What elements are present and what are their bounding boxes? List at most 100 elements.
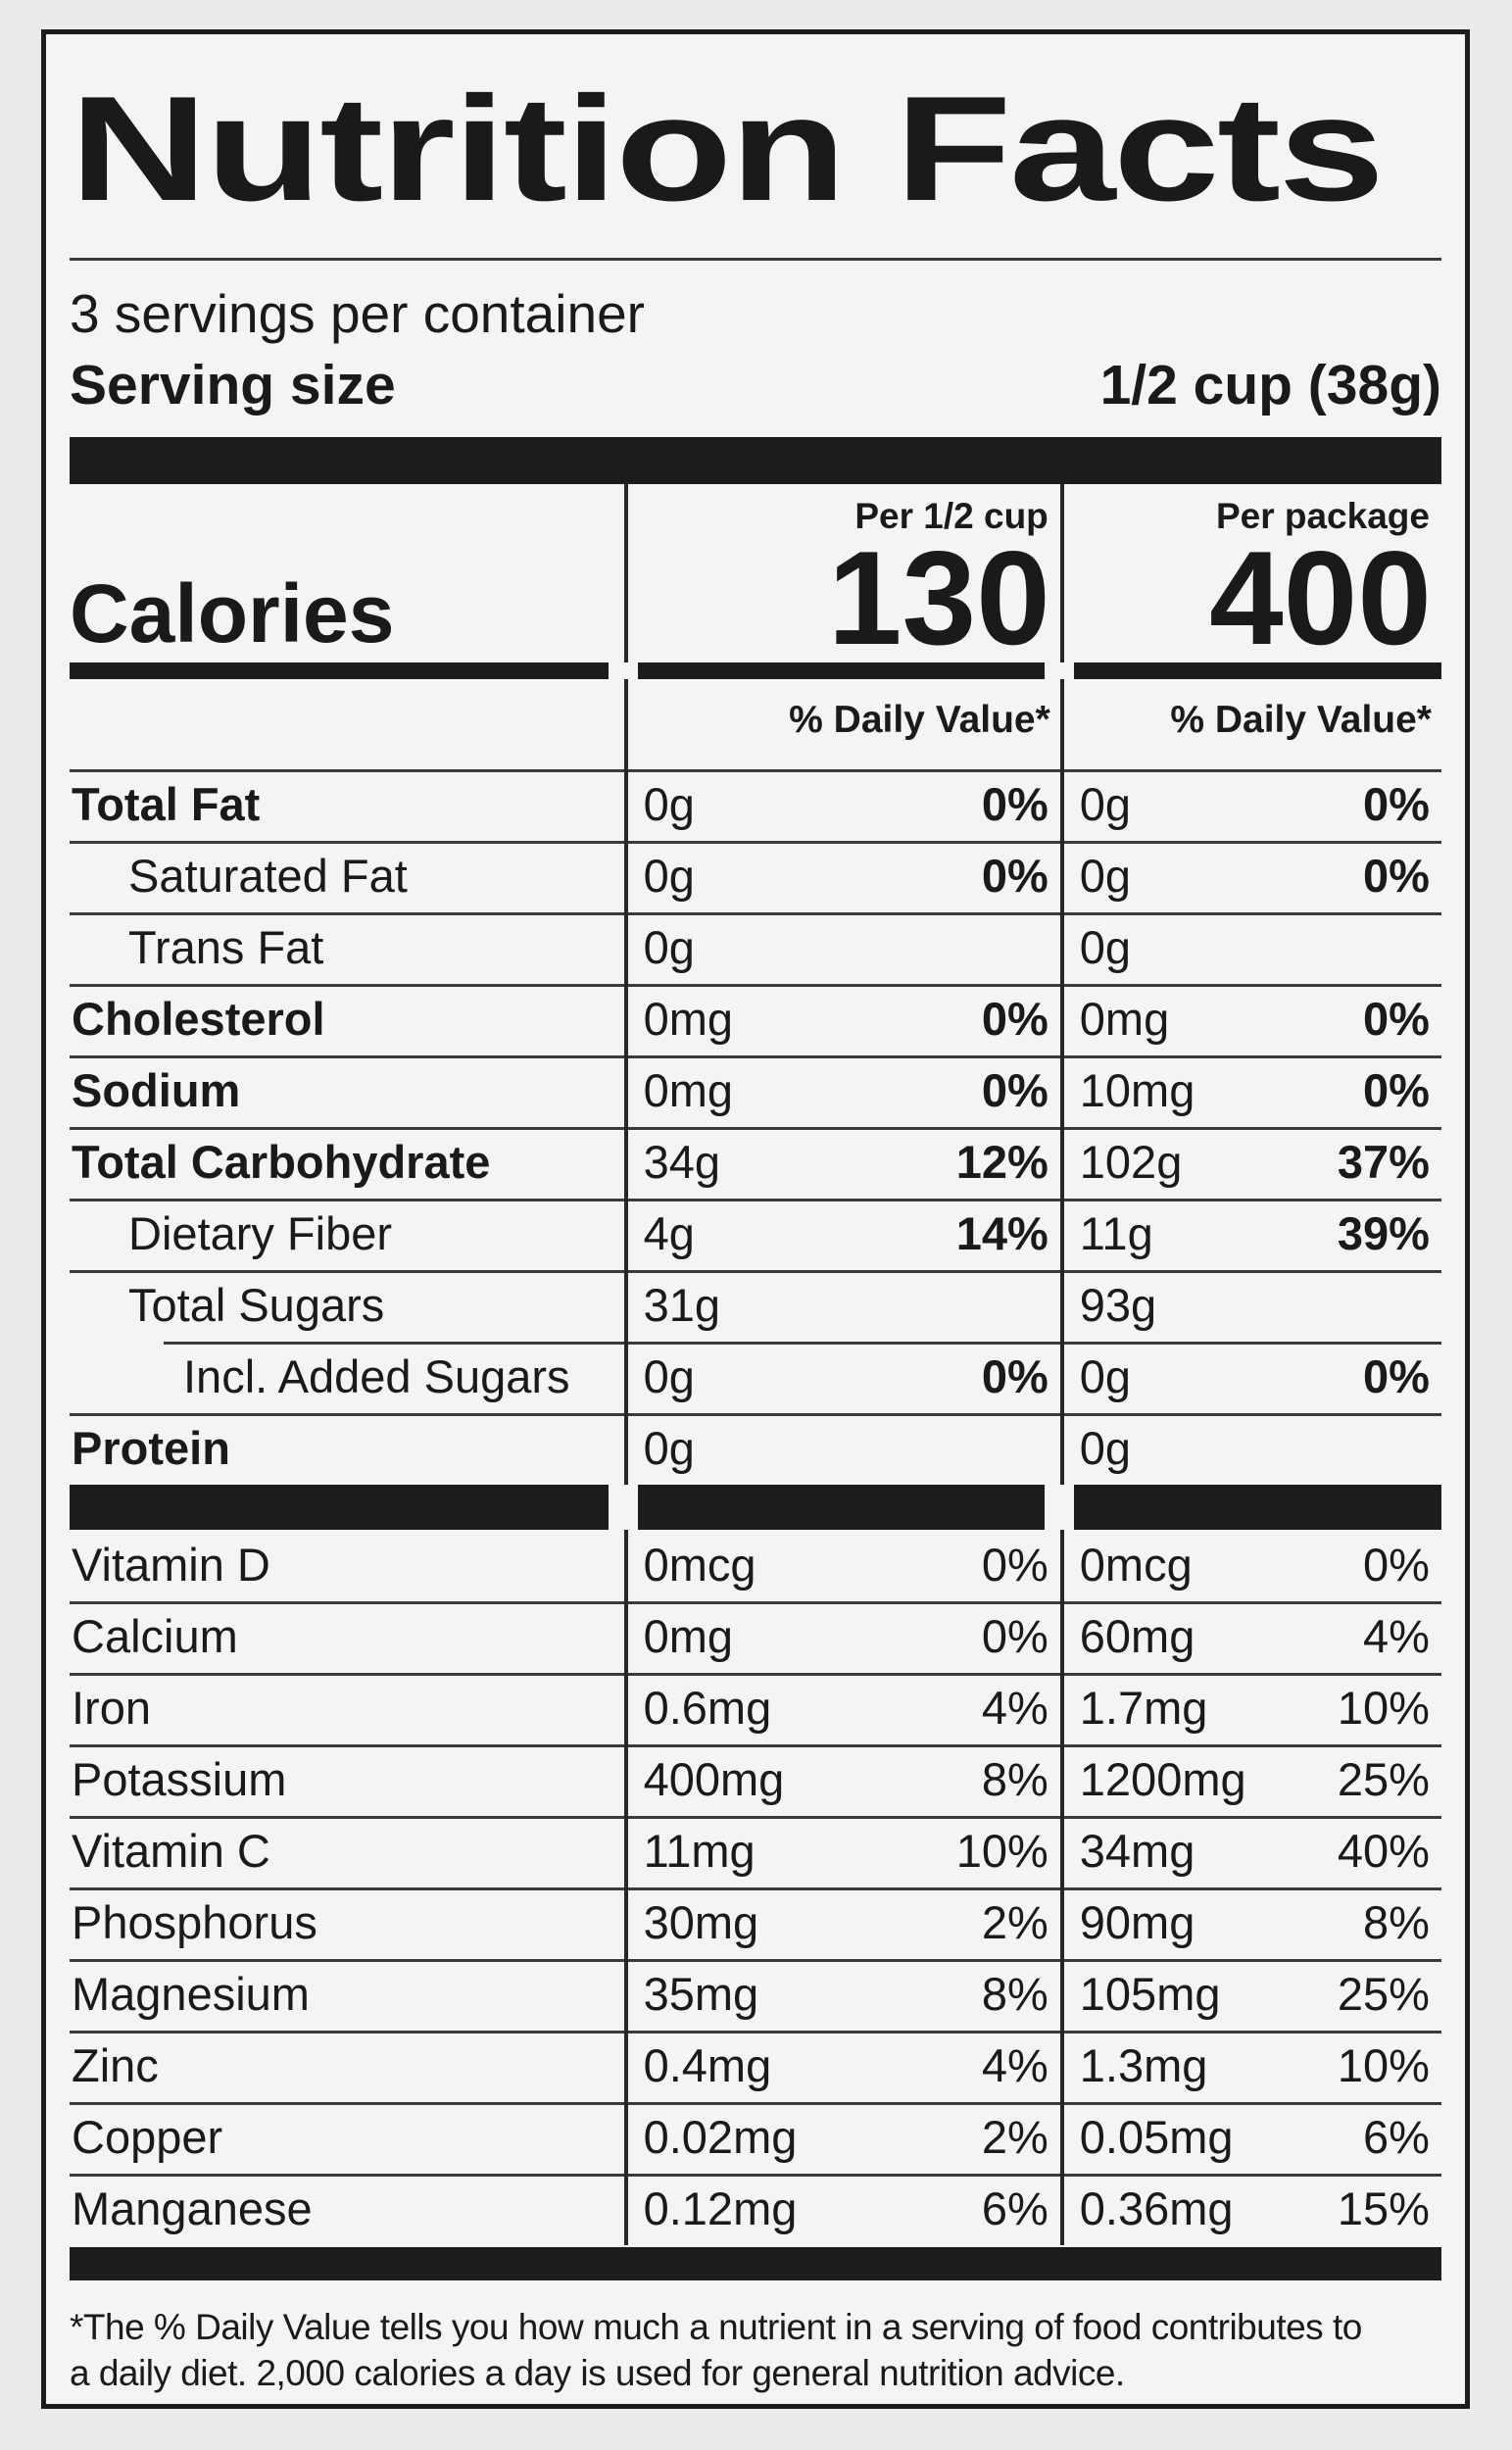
serving-size-value: 1/2 cup (38g) — [1099, 354, 1441, 416]
servings-per-container: 3 servings per container — [70, 283, 645, 344]
nutrient-name: Iron — [72, 1682, 151, 1734]
per-serving-amount: 0.02mg — [643, 2111, 798, 2163]
nutrient-row: Sodium 0mg 0% 10mg 0% — [70, 1055, 1442, 1127]
nutrient-row: Total Carbohydrate 34g 12% 102g 37% — [70, 1127, 1442, 1199]
per-package-amount: 0.36mg — [1079, 2182, 1234, 2234]
per-package-dv: 0% — [1363, 778, 1430, 830]
calories-header-row: Per 1/2 cup Per package — [70, 484, 1441, 541]
per-serving-amount: 0g — [643, 850, 695, 902]
nutrient-name: Magnesium — [72, 1968, 310, 2020]
per-package-amount: 1.3mg — [1079, 2039, 1208, 2091]
nutrient-name: Manganese — [72, 2182, 313, 2234]
per-serving-amount: 0mg — [643, 993, 734, 1045]
per-serving-amount: 0.6mg — [643, 1682, 772, 1734]
nutrient-name: Vitamin C — [72, 1825, 270, 1877]
per-serving-daily-value-header: % Daily Value* — [789, 699, 1050, 741]
per-package-dv: 15% — [1337, 2182, 1430, 2234]
per-serving-amount: 0mcg — [643, 1539, 756, 1591]
per-package-dv: 40% — [1337, 1825, 1430, 1877]
per-package-dv: 8% — [1363, 1896, 1430, 1948]
per-serving-amount: 34g — [643, 1136, 721, 1188]
divider-thin — [70, 258, 1441, 261]
per-serving-dv: 14% — [955, 1207, 1049, 1259]
per-package-daily-value-header: % Daily Value* — [1170, 699, 1432, 741]
per-package-dv: 39% — [1337, 1207, 1430, 1259]
nutrition-facts-label: Nutrition Facts 3 servings per container… — [41, 29, 1470, 2409]
nutrient-name: Total Carbohydrate — [72, 1136, 491, 1188]
nutrient-name: Trans Fat — [128, 921, 324, 973]
per-package-dv: 0% — [1363, 1539, 1430, 1591]
nutrient-name: Total Sugars — [128, 1279, 385, 1331]
per-serving-calories: 130 — [827, 523, 1050, 672]
nutrient-name: Zinc — [72, 2039, 159, 2091]
nutrient-row: Dietary Fiber 4g 14% 11g 39% — [70, 1199, 1442, 1270]
per-package-amount: 60mg — [1079, 1610, 1195, 1662]
per-serving-dv: 0% — [981, 1610, 1049, 1662]
per-package-dv: 0% — [1363, 850, 1430, 902]
nutrient-row: Total Fat 0g 0% 0g 0% — [70, 769, 1442, 841]
per-package-amount: 0g — [1079, 1350, 1132, 1402]
per-serving-dv: 2% — [981, 1896, 1049, 1948]
serving-size-label: Serving size — [70, 354, 396, 416]
nutrient-name: Cholesterol — [72, 993, 325, 1045]
nutrient-name: Phosphorus — [72, 1896, 317, 1948]
per-package-amount: 0mcg — [1079, 1539, 1193, 1591]
per-package-amount: 0.05mg — [1079, 2111, 1234, 2163]
per-package-amount: 1.7mg — [1079, 1682, 1208, 1734]
per-serving-dv: 0% — [981, 1064, 1049, 1116]
calories-header-spacer — [70, 484, 624, 541]
nutrient-name: Protein — [72, 1422, 230, 1474]
per-serving-dv: 8% — [981, 1968, 1049, 2020]
per-package-amount: 93g — [1079, 1279, 1157, 1331]
per-serving-dv: 4% — [981, 2039, 1049, 2091]
per-package-dv: 0% — [1363, 1350, 1430, 1402]
per-serving-amount: 0g — [643, 921, 695, 973]
per-package-amount: 0g — [1079, 778, 1132, 830]
per-serving-dv: 4% — [981, 1682, 1049, 1734]
nutrient-row: Vitamin C 11mg 10% 34mg 40% — [70, 1816, 1442, 1887]
nutrient-row: Magnesium 35mg 8% 105mg 25% — [70, 1959, 1442, 2031]
per-serving-amount: 11mg — [643, 1825, 756, 1877]
calories-row: Calories 130 400 — [70, 523, 1441, 672]
per-serving-amount: 0.12mg — [643, 2182, 798, 2234]
per-serving-dv: 0% — [981, 993, 1049, 1045]
per-package-amount: 0g — [1079, 850, 1132, 902]
footnote-line: a daily diet. 2,000 calories a day is us… — [70, 2353, 1125, 2393]
nutrient-row: Total Sugars 31g 93g — [70, 1270, 1442, 1342]
per-serving-amount: 30mg — [643, 1896, 759, 1948]
per-package-dv: 0% — [1363, 1064, 1430, 1116]
per-serving-amount: 0g — [643, 1350, 695, 1402]
per-serving-dv: 0% — [981, 1539, 1049, 1591]
per-serving-dv: 0% — [981, 850, 1049, 902]
per-serving-dv: 0% — [981, 1350, 1049, 1402]
label-title: Nutrition Facts — [70, 66, 1385, 232]
serving-size-row: Serving size 1/2 cup (38g) — [70, 345, 1441, 437]
nutrient-row: Manganese 0.12mg 6% 0.36mg 15% — [70, 2174, 1442, 2245]
per-serving-amount: 31g — [643, 1279, 721, 1331]
calories-label: Calories — [70, 567, 395, 660]
per-package-amount: 1200mg — [1079, 1753, 1246, 1805]
separator-bar-thick — [70, 437, 1441, 484]
per-serving-amount: 0.4mg — [643, 2039, 772, 2091]
nutrient-row: Copper 0.02mg 2% 0.05mg 6% — [70, 2102, 1442, 2174]
daily-value-header-row: % Daily Value* % Daily Value* — [70, 679, 1441, 769]
vitamin-rows-section: Vitamin D 0mcg 0% 0mcg 0% Calcium 0mg 0%… — [70, 1530, 1442, 2245]
nutrient-row: Phosphorus 30mg 2% 90mg 8% — [70, 1887, 1442, 1959]
separator-bar-thick — [70, 2247, 1441, 2280]
nutrient-row: Protein 0g 0g — [70, 1413, 1442, 1485]
per-package-dv: 4% — [1363, 1610, 1430, 1662]
nutrient-row: Potassium 400mg 8% 1200mg 25% — [70, 1744, 1442, 1816]
per-serving-dv: 12% — [955, 1136, 1049, 1188]
per-package-amount: 102g — [1079, 1136, 1183, 1188]
per-package-amount: 0mg — [1079, 993, 1170, 1045]
per-serving-amount: 4g — [643, 1207, 695, 1259]
per-serving-dv: 6% — [981, 2182, 1049, 2234]
nutrient-name: Vitamin D — [72, 1539, 270, 1591]
per-serving-amount: 0g — [643, 1422, 695, 1474]
nutrient-name: Dietary Fiber — [128, 1207, 393, 1259]
per-package-dv: 25% — [1337, 1753, 1430, 1805]
per-package-header: Per package — [1215, 496, 1430, 536]
per-package-amount: 0g — [1079, 921, 1132, 973]
nutrient-row: Trans Fat 0g 0g — [70, 912, 1442, 984]
